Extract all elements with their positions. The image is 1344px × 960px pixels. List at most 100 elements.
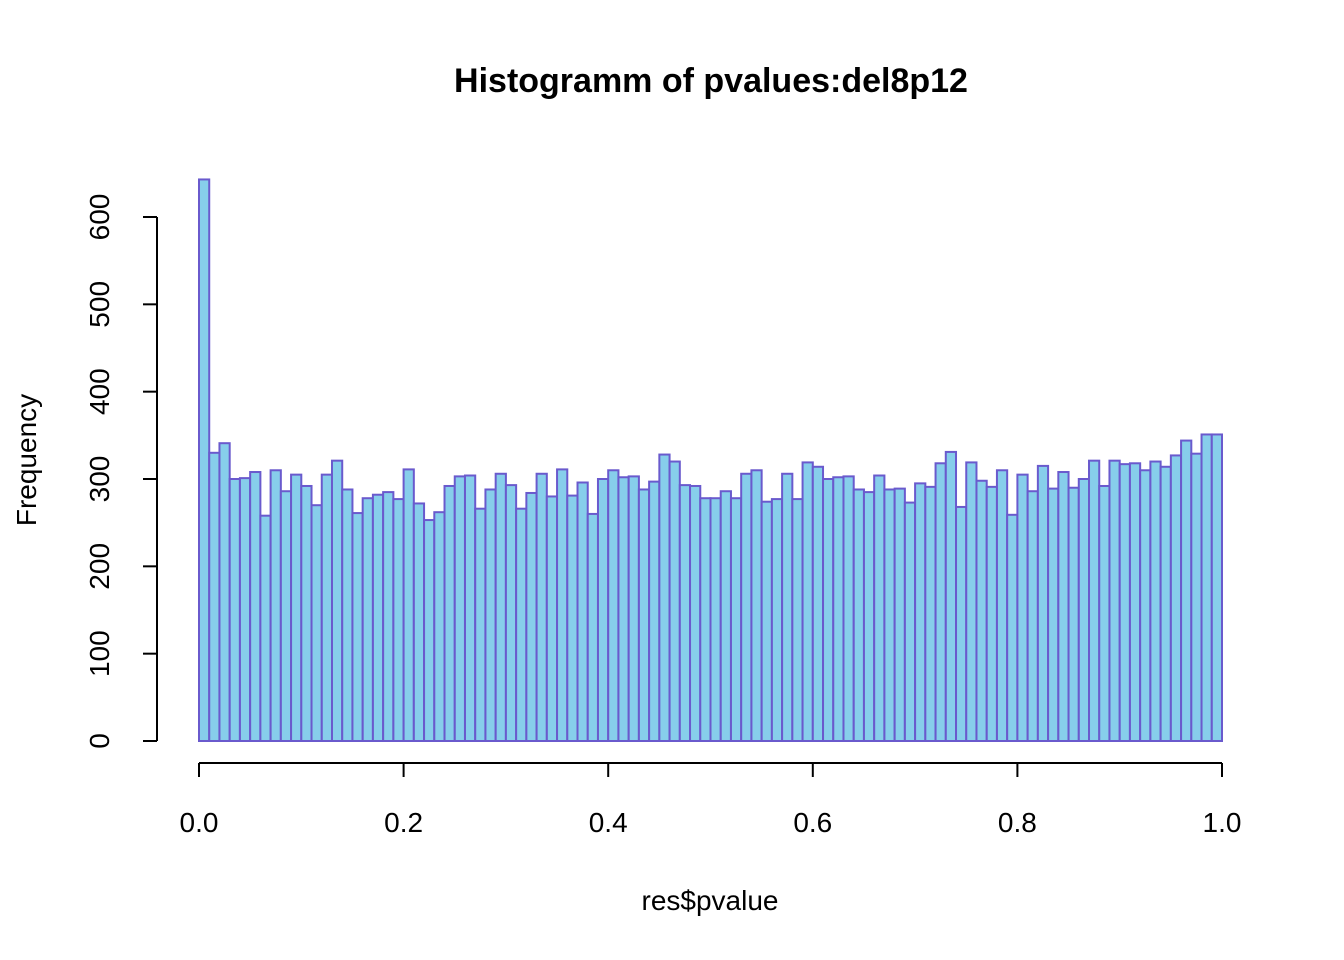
y-tick-label: 500	[84, 281, 115, 328]
histogram-bar	[474, 507, 487, 742]
histogram-bar	[1016, 473, 1029, 742]
histogram-bar	[382, 491, 395, 742]
histogram-bar	[218, 442, 231, 742]
y-axis-label: Frequency	[11, 394, 42, 526]
histogram-bar	[443, 484, 456, 742]
histogram-bar	[259, 514, 272, 742]
histogram-bar	[1190, 452, 1203, 742]
histogram-bar	[290, 473, 303, 742]
histogram-bar	[1149, 460, 1162, 742]
histogram-bar	[566, 494, 579, 742]
histogram-bar	[801, 461, 814, 742]
histogram-bar	[504, 484, 518, 743]
x-axis-label: res$pvalue	[642, 885, 779, 916]
histogram-bar	[423, 519, 436, 743]
histogram-bar	[1098, 484, 1111, 742]
histogram-bar	[995, 469, 1009, 742]
histogram-bar	[402, 468, 415, 742]
histogram-bar	[729, 497, 743, 743]
histogram-bar	[515, 507, 528, 742]
histogram-bar	[556, 468, 569, 742]
histogram-bar	[198, 178, 211, 743]
histogram-bar	[1036, 464, 1050, 742]
histogram-bar	[975, 479, 988, 742]
histogram-bar	[412, 502, 426, 742]
histogram-bar	[740, 472, 753, 742]
histogram-bar	[852, 488, 865, 743]
histogram-bar	[341, 488, 354, 743]
histogram-bar	[689, 484, 702, 742]
histogram-bar	[985, 485, 998, 742]
histogram-bar	[279, 490, 293, 742]
x-tick-label: 1.0	[1203, 807, 1242, 838]
histogram-bar	[791, 498, 804, 742]
histogram-bar	[1139, 469, 1152, 742]
histogram-bar	[392, 498, 405, 742]
histogram-bar	[658, 453, 671, 742]
histogram-bar	[525, 491, 538, 742]
histogram-bar	[822, 478, 835, 742]
histogram-bar	[1026, 490, 1039, 742]
y-tick-label: 0	[84, 733, 115, 749]
histogram-bar	[944, 450, 958, 742]
histogram-bar	[862, 491, 876, 742]
histogram-bar	[934, 462, 947, 742]
histogram-bar	[617, 476, 630, 742]
histogram-bar	[1169, 454, 1183, 742]
histogram-bar	[269, 469, 282, 742]
histogram-bar	[330, 459, 344, 742]
histogram-bar	[924, 485, 937, 742]
x-axis: 0.0 0.2 0.4 0.6 0.8 1.0	[180, 762, 1242, 838]
histogram-bar	[1088, 459, 1101, 742]
histogram-bar	[463, 474, 477, 742]
histogram-bar	[1067, 486, 1080, 742]
histogram-bar	[535, 472, 548, 742]
histogram-bar	[1128, 462, 1142, 742]
histogram-bar	[1047, 487, 1060, 742]
histogram-bar	[648, 480, 661, 742]
histogram-bar	[249, 471, 262, 742]
histogram-bar	[576, 481, 589, 742]
histogram-bar	[607, 469, 620, 742]
histogram-bar	[699, 497, 712, 743]
histogram-bar	[433, 511, 446, 742]
y-tick-label: 600	[84, 194, 115, 241]
histogram-bar	[770, 498, 784, 742]
bars-group	[198, 178, 1224, 743]
y-tick-label: 300	[84, 456, 115, 503]
y-axis: 0 100 200 300 400 500 600	[84, 194, 158, 749]
histogram-bar	[873, 474, 886, 742]
x-tick-label: 0.2	[384, 807, 423, 838]
histogram-bar	[709, 497, 722, 743]
histogram-bar	[484, 488, 497, 743]
histogram-bar	[361, 497, 374, 743]
histogram-bar	[1077, 478, 1091, 742]
histogram-bar	[883, 488, 896, 743]
histogram-bar	[494, 472, 507, 742]
histogram-bar	[760, 500, 773, 742]
histogram-bar	[1210, 433, 1224, 742]
histogram-bar	[719, 490, 732, 742]
histogram-bar	[811, 465, 825, 742]
histogram-bar	[893, 487, 906, 742]
histogram-bar	[545, 495, 559, 743]
histogram-bar	[208, 451, 221, 742]
histogram-bar	[955, 505, 968, 742]
histogram-bar	[750, 469, 763, 742]
histogram-bar	[238, 477, 252, 742]
histogram-bar	[310, 504, 323, 743]
histogram-bar	[1057, 471, 1070, 742]
histogram-bar	[300, 484, 313, 742]
histogram-bar	[678, 484, 692, 743]
histogram-bar	[1180, 439, 1193, 742]
histogram-bar	[637, 488, 651, 743]
y-tick-label: 200	[84, 543, 115, 590]
histogram-bar	[228, 478, 241, 742]
x-tick-label: 0.8	[998, 807, 1037, 838]
histogram-bar	[351, 512, 364, 742]
histogram-bar	[320, 473, 333, 742]
histogram-bar	[781, 472, 794, 742]
x-tick-label: 0.6	[793, 807, 832, 838]
histogram-bar	[586, 512, 599, 743]
